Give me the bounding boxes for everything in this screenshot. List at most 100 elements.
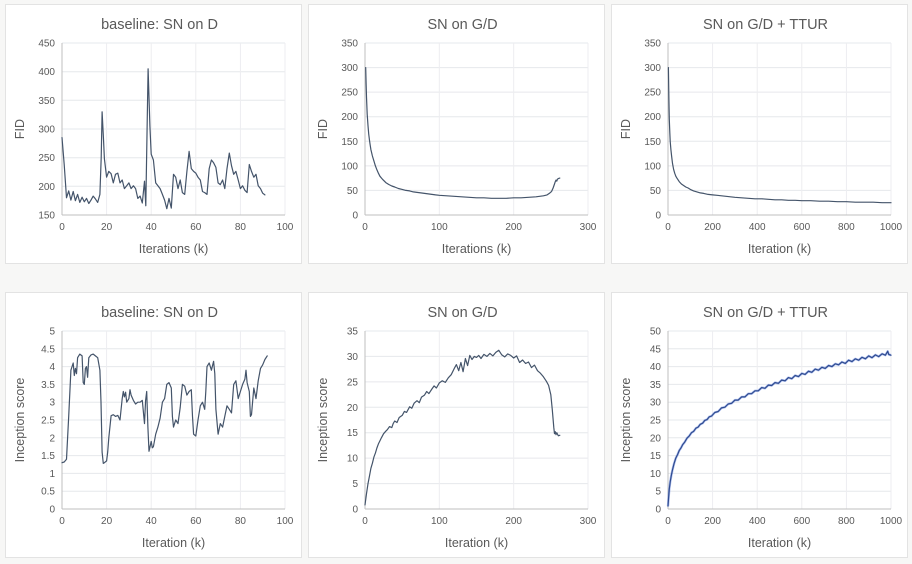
x-tick-label: 100 bbox=[431, 222, 448, 233]
chart-title: SN on G/D bbox=[427, 17, 497, 33]
x-tick-label: 300 bbox=[580, 222, 597, 233]
y-tick-label: 10 bbox=[650, 469, 662, 480]
x-tick-label: 100 bbox=[277, 516, 294, 527]
x-tick-label: 60 bbox=[190, 516, 202, 527]
y-tick-label: 300 bbox=[38, 125, 55, 136]
x-tick-label: 300 bbox=[580, 516, 597, 527]
y-tick-label: 5 bbox=[49, 327, 55, 338]
chart-panel-fid-sn-gd-ttur: 0 50 100 150 200 250 300 350 0 200 400 600 800 1000 SN… bbox=[611, 4, 908, 264]
data-line-glow bbox=[666, 350, 892, 507]
y-tick-label: 2 bbox=[49, 433, 55, 444]
x-tick-label: 100 bbox=[431, 516, 448, 527]
chart-panel-fid-sn-gd: 0 50 100 150 200 250 300 350 0 100 200 300 SN on G/D… bbox=[308, 4, 605, 264]
y-tick-label: 450 bbox=[38, 39, 55, 50]
y-tick-label: 100 bbox=[644, 161, 661, 172]
y-tick-label: 4 bbox=[49, 362, 55, 373]
y-tick-label: 50 bbox=[650, 327, 662, 338]
x-tick-label: 40 bbox=[146, 516, 158, 527]
data-line bbox=[667, 66, 892, 204]
chart-panel-fid-baseline: 150 200 250 300 350 400 450 0 20 40 60 80 100 baselin… bbox=[5, 4, 302, 264]
data-line bbox=[365, 66, 561, 199]
y-tick-label: 250 bbox=[38, 153, 55, 164]
data-line bbox=[364, 349, 561, 506]
y-tick-label: 50 bbox=[347, 186, 359, 197]
x-tick-label: 20 bbox=[101, 516, 113, 527]
y-tick-label: 100 bbox=[341, 161, 358, 172]
x-axis-label: Iteration (k) bbox=[445, 536, 508, 550]
y-tick-label: 3 bbox=[49, 398, 55, 409]
is-sn-gd-chart: 0 5 10 15 20 25 30 35 0 100 200 300 SN on G/D Iterati… bbox=[316, 305, 597, 550]
y-tick-label: 200 bbox=[644, 112, 661, 123]
x-tick-label: 600 bbox=[793, 222, 810, 233]
y-tick-label: 5 bbox=[352, 479, 358, 490]
chart-title: SN on G/D bbox=[427, 305, 497, 321]
y-tick-label: 1 bbox=[49, 469, 55, 480]
x-axis-label: Iteration (k) bbox=[748, 242, 811, 256]
y-tick-label: 20 bbox=[650, 433, 662, 444]
y-tick-label: 0 bbox=[49, 505, 55, 516]
y-tick-label: 250 bbox=[341, 88, 358, 99]
fid-sn-gd-chart: 0 50 100 150 200 250 300 350 0 100 200 300 SN on G/D… bbox=[316, 17, 597, 256]
y-axis-label: FID bbox=[13, 119, 27, 139]
data-line bbox=[61, 353, 268, 464]
x-tick-label: 800 bbox=[838, 516, 855, 527]
is-baseline-chart: 0 0.5 1 1.5 2 2.5 3 3.5 4 4.5 5 0 20 40 60 80 100 baselin… bbox=[13, 305, 294, 550]
x-tick-label: 0 bbox=[665, 516, 671, 527]
chart-title: SN on G/D + TTUR bbox=[703, 305, 828, 321]
y-axis-label: Inception score bbox=[619, 378, 633, 463]
y-axis-label: Inception score bbox=[13, 378, 27, 463]
fid-sn-gd-ttur-chart: 0 50 100 150 200 250 300 350 0 200 400 600 800 1000 SN… bbox=[619, 17, 903, 256]
y-tick-label: 10 bbox=[347, 454, 359, 465]
x-tick-label: 0 bbox=[362, 516, 368, 527]
y-tick-label: 30 bbox=[650, 398, 662, 409]
x-tick-label: 1000 bbox=[880, 222, 903, 233]
x-tick-label: 100 bbox=[277, 222, 294, 233]
data-line bbox=[667, 350, 892, 507]
y-tick-label: 3.5 bbox=[41, 380, 55, 391]
y-tick-label: 300 bbox=[644, 63, 661, 74]
chart-title: baseline: SN on D bbox=[101, 305, 218, 321]
chart-title: SN on G/D + TTUR bbox=[703, 17, 828, 33]
x-tick-label: 800 bbox=[838, 222, 855, 233]
y-tick-label: 35 bbox=[650, 380, 662, 391]
y-tick-label: 350 bbox=[644, 39, 661, 50]
x-tick-label: 20 bbox=[101, 222, 113, 233]
x-tick-label: 0 bbox=[362, 222, 368, 233]
x-tick-label: 200 bbox=[505, 516, 522, 527]
x-axis-label: Iteration (k) bbox=[142, 536, 205, 550]
y-tick-label: 4.5 bbox=[41, 344, 55, 355]
x-tick-label: 400 bbox=[749, 222, 766, 233]
y-tick-label: 15 bbox=[650, 451, 662, 462]
y-tick-label: 150 bbox=[644, 137, 661, 148]
chart-panel-is-sn-gd-ttur: 0 5 10 15 20 25 30 35 40 45 50 0 200 400 600 800 1000 SN … bbox=[611, 292, 908, 558]
is-sn-gd-ttur-chart: 0 5 10 15 20 25 30 35 40 45 50 0 200 400 600 800 1000 SN … bbox=[619, 305, 903, 550]
y-tick-label: 0 bbox=[655, 505, 661, 516]
x-tick-label: 600 bbox=[793, 516, 810, 527]
y-axis-label: Inception score bbox=[316, 378, 330, 463]
y-tick-label: 45 bbox=[650, 344, 662, 355]
y-tick-label: 25 bbox=[347, 377, 359, 388]
y-tick-label: 0 bbox=[352, 211, 358, 222]
y-tick-label: 20 bbox=[347, 403, 359, 414]
chart-panel-is-sn-gd: 0 5 10 15 20 25 30 35 0 100 200 300 SN on G/D Iterati… bbox=[308, 292, 605, 558]
x-tick-label: 200 bbox=[704, 222, 721, 233]
x-tick-label: 0 bbox=[59, 516, 65, 527]
y-tick-label: 0 bbox=[655, 211, 661, 222]
y-tick-label: 50 bbox=[650, 186, 662, 197]
y-tick-label: 30 bbox=[347, 352, 359, 363]
y-tick-label: 0 bbox=[352, 505, 358, 516]
x-tick-label: 200 bbox=[505, 222, 522, 233]
y-tick-label: 200 bbox=[38, 182, 55, 193]
x-tick-label: 1000 bbox=[880, 516, 903, 527]
fid-baseline-chart: 150 200 250 300 350 400 450 0 20 40 60 80 100 baselin… bbox=[13, 17, 294, 256]
y-tick-label: 350 bbox=[38, 96, 55, 107]
x-tick-label: 0 bbox=[59, 222, 65, 233]
y-axis-label: FID bbox=[316, 119, 330, 139]
x-tick-label: 400 bbox=[749, 516, 766, 527]
y-tick-label: 150 bbox=[38, 211, 55, 222]
y-tick-label: 2.5 bbox=[41, 416, 55, 427]
y-tick-label: 0.5 bbox=[41, 487, 55, 498]
y-tick-label: 25 bbox=[650, 416, 662, 427]
chart-title: baseline: SN on D bbox=[101, 17, 218, 33]
x-axis-label: Iterations (k) bbox=[442, 242, 511, 256]
